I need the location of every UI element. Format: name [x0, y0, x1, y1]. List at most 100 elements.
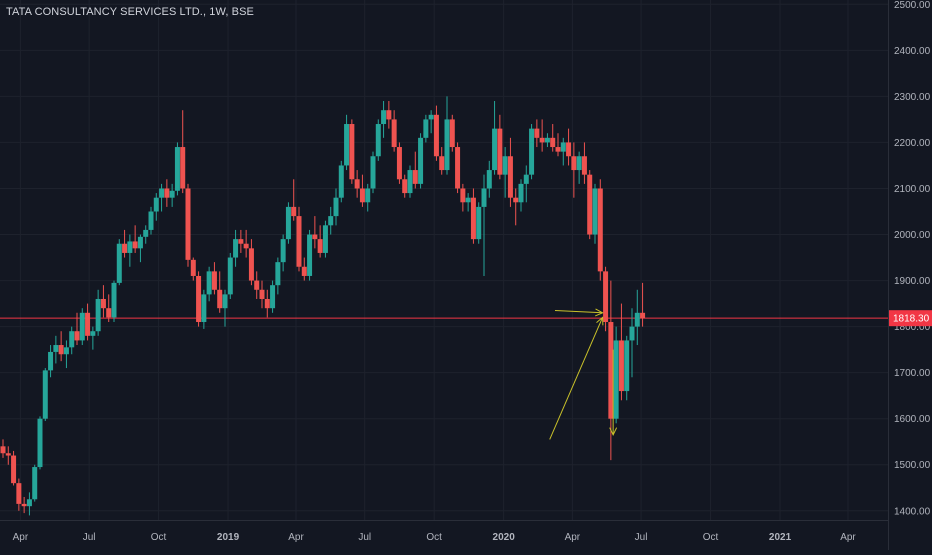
candle-body [624, 340, 630, 392]
x-tick-label: Oct [426, 532, 442, 543]
candle-body [196, 275, 202, 323]
candle-body [576, 156, 582, 171]
candle-body [492, 128, 498, 171]
x-tick-label: Apr [13, 532, 29, 543]
candle-body [259, 289, 265, 299]
candle-body [402, 179, 408, 194]
candle-body [164, 188, 170, 198]
candle-body [349, 124, 355, 180]
candle-body [534, 128, 540, 138]
candle-body [137, 236, 143, 249]
drawing-layer [549, 308, 618, 440]
candle-body [629, 326, 635, 341]
y-tick-label: 1900.00 [894, 276, 931, 287]
candle-body [455, 147, 461, 189]
candle-body [344, 124, 350, 166]
candle-body [180, 147, 186, 189]
candle-body [280, 239, 286, 263]
candle-body [359, 188, 365, 203]
candle-body [581, 156, 587, 175]
candle-body [53, 345, 59, 352]
candle-body [571, 156, 577, 171]
candle-body [190, 259, 196, 276]
grid-layer [0, 0, 888, 520]
candle-body [518, 183, 524, 203]
y-tick-label: 2100.00 [894, 184, 931, 195]
candle-body [407, 170, 413, 194]
time-axis[interactable]: Apr Jul Oct 2019 Apr Jul Oct 2020 Apr Jul Oct 2021 A… [0, 520, 888, 544]
candle-body [285, 206, 291, 240]
y-tick-label: 2400.00 [894, 46, 931, 57]
candle-body [5, 453, 11, 456]
candle-body [58, 345, 64, 355]
y-tick-label: 1700.00 [894, 368, 931, 379]
candle-body [433, 114, 439, 157]
candle-body [153, 197, 159, 212]
candle-body [206, 271, 212, 295]
candle-body [560, 142, 566, 152]
candle-body [16, 483, 22, 504]
candle-body [48, 351, 54, 371]
candle-body [227, 257, 233, 295]
candle-body [497, 128, 503, 175]
candle-body [21, 503, 27, 507]
candle-body [95, 298, 101, 332]
candle-body [307, 234, 313, 276]
trend-arrow-head [595, 308, 604, 317]
candle-body [233, 239, 239, 258]
candle-body [444, 119, 450, 171]
y-tick-label: 2500.00 [894, 0, 931, 11]
candle-body [106, 308, 112, 318]
candle-body [174, 147, 180, 191]
candle-body [566, 142, 572, 157]
x-tick-label: 2020 [493, 532, 516, 543]
candle-body [222, 294, 228, 309]
symbol-title[interactable]: TATA CONSULTANCY SERVICES LTD., 1W, BSE [6, 6, 254, 18]
x-tick-label: Oct [151, 532, 167, 543]
candle-body [217, 289, 223, 309]
candle-body [211, 271, 217, 290]
candle-body [11, 455, 17, 484]
candle-body [634, 312, 640, 327]
trend-arrow-head [609, 427, 618, 436]
candle-body [618, 340, 624, 392]
candle-body [412, 170, 418, 184]
candle-body [328, 216, 334, 226]
y-tick-label: 1500.00 [894, 460, 931, 471]
candle-body [592, 188, 598, 235]
candle-body [270, 285, 276, 309]
candle-body [550, 137, 556, 148]
x-tick-label: Apr [840, 532, 856, 543]
trend-arrow-line [554, 309, 603, 314]
price-axis[interactable]: 1400.00 1500.00 1600.00 1700.00 1800.00 1900.… [888, 0, 931, 550]
candle-body [296, 216, 302, 267]
candle-body [291, 206, 297, 217]
candle-body [354, 179, 360, 189]
candle-body [32, 467, 38, 500]
trend-arrow-head [596, 316, 604, 326]
candle-body [597, 188, 603, 272]
y-tick-label: 1400.00 [894, 506, 931, 517]
candle-body [460, 188, 466, 203]
candle-body [523, 174, 529, 184]
candle-body [312, 234, 318, 240]
candle-body [185, 188, 191, 260]
y-tick-label: 2000.00 [894, 230, 931, 241]
candle-body [439, 156, 445, 171]
candle-body [481, 188, 487, 207]
candle-body [322, 225, 328, 253]
candle-body [370, 156, 376, 189]
candle-body [640, 312, 646, 319]
candle-body [333, 197, 339, 217]
candle-body [418, 137, 424, 184]
candle-body [396, 147, 402, 180]
candle-body [116, 243, 122, 283]
candle-body [69, 331, 75, 348]
candle-body [37, 418, 43, 468]
candle-layer [0, 96, 646, 516]
candle-body [391, 119, 397, 148]
trend-arrow-line [549, 317, 604, 440]
candle-body [301, 266, 307, 276]
